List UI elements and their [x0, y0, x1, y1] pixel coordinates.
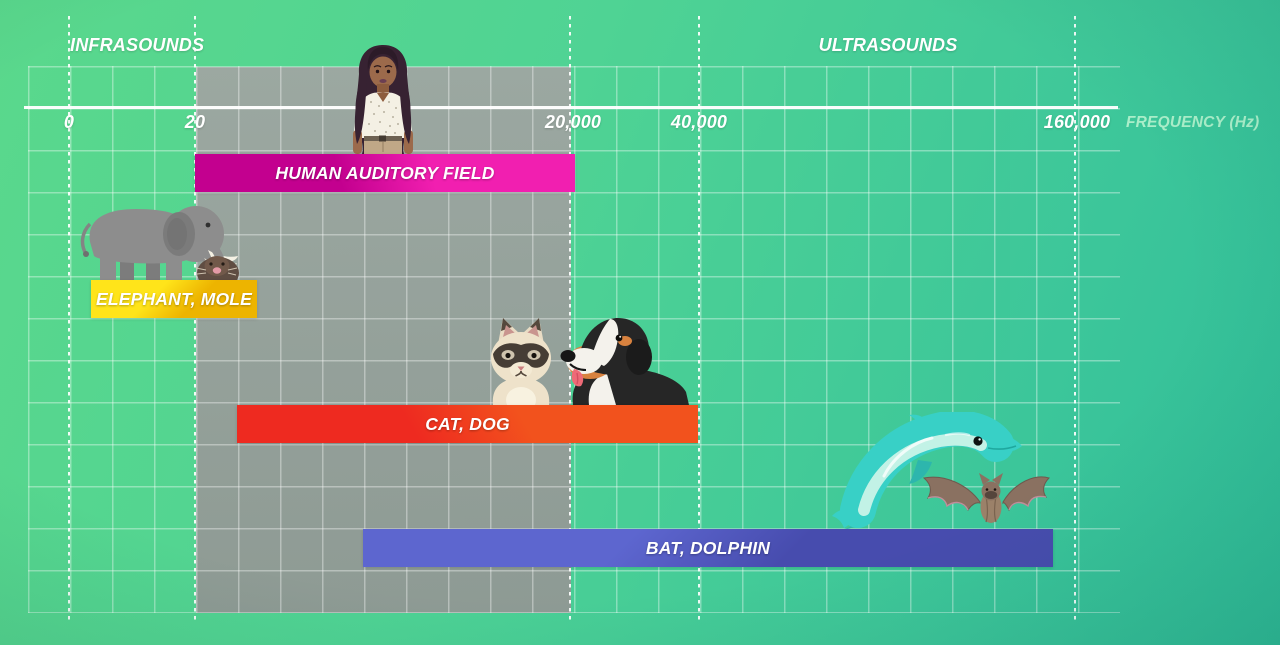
woman-icon — [344, 40, 422, 154]
frequency-axis-line — [24, 106, 1118, 109]
dotted-line-40000hz — [698, 16, 700, 622]
tick-0: 0 — [63, 112, 75, 132]
bar-bat-dolphin-label: BAT, DOLPHIN — [645, 537, 771, 558]
dolphin-bat-icon — [828, 412, 1056, 529]
bar-elephant-mole-label: ELEPHANT, MOLE — [95, 288, 253, 309]
dotted-line-0hz — [68, 16, 70, 622]
bar-cat-dog: CAT, DOG — [237, 405, 698, 443]
ultrasounds-label: ULTRASOUNDS — [818, 35, 958, 55]
tick-40000: 40,000 — [670, 112, 728, 132]
cat-dog-icon — [478, 310, 696, 405]
bar-bat-dolphin: BAT, DOLPHIN — [363, 529, 1053, 567]
elephant-mole-icon — [80, 198, 240, 282]
dotted-line-160000hz — [1074, 16, 1076, 622]
dotted-line-20hz — [194, 16, 196, 622]
frequency-axis-title: FREQUENCY (Hz) — [1126, 114, 1260, 131]
infrasounds-label: INFRASOUNDS — [70, 35, 205, 55]
bar-elephant-mole: ELEPHANT, MOLE — [91, 280, 257, 318]
tick-20000: 20,000 — [544, 112, 602, 132]
bar-human-auditory-field: HUMAN AUDITORY FIELD — [195, 154, 575, 192]
bar-cat-dog-label: CAT, DOG — [425, 413, 510, 434]
bar-human-auditory-field-label: HUMAN AUDITORY FIELD — [275, 162, 495, 183]
tick-20: 20 — [184, 112, 206, 132]
tick-160000: 160,000 — [1043, 112, 1111, 132]
dotted-line-20000hz — [569, 16, 571, 622]
